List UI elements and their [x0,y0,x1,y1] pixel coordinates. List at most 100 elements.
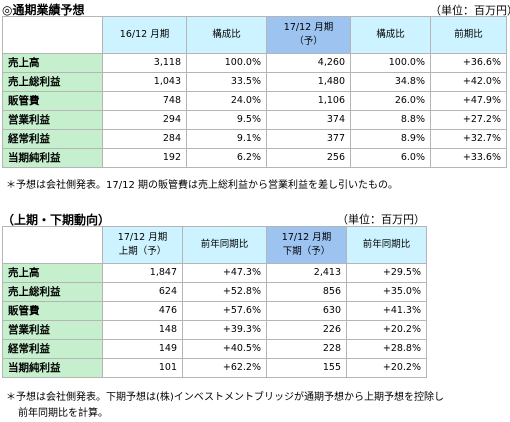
cell-value: 26.0% [350,91,431,111]
table-row: 売上総利益 1,043 33.5% 1,480 34.8% +42.0% [2,72,507,92]
table-row: 当期純利益 192 6.2% 256 6.0% +33.6% [2,148,507,168]
header-second-half-label: 下期（予） [282,246,331,257]
cell-value: +40.5% [182,339,267,359]
cell-value: 34.8% [350,72,431,92]
row-label: 売上高 [2,263,103,283]
cell-value: +52.8% [182,282,267,302]
header-corner [2,226,103,264]
cell-value: 100.0% [186,53,267,73]
cell-value: 630 [266,301,347,321]
row-label: 販管費 [2,301,103,321]
half-year-table: 17/12 月期 上期（予） 前年同期比 17/12 月期 下期（予） 前年同期… [2,226,427,378]
cell-value: 100.0% [350,53,431,73]
cell-value: +41.3% [346,301,427,321]
cell-value: 9.5% [186,110,267,130]
header-yoy-1: 前年同期比 [182,226,267,264]
table-row: 売上総利益 624 +52.8% 856 +35.0% [2,282,427,302]
header-16-12: 16/12 月期 [102,16,187,54]
row-label: 売上総利益 [2,72,103,92]
cell-value: 226 [266,320,347,340]
cell-value: +20.2% [346,320,427,340]
table-row: 営業利益 294 9.5% 374 8.8% +27.2% [2,110,507,130]
header-ratio-2: 構成比 [350,16,431,54]
table-row: 販管費 476 +57.6% 630 +41.3% [2,301,427,321]
header-17-12-label: 17/12 月期 [283,22,334,33]
row-label: 当期純利益 [2,148,103,168]
cell-value: 284 [102,129,187,149]
cell-value: 1,847 [102,263,183,283]
cell-value: 33.5% [186,72,267,92]
row-label: 売上高 [2,53,103,73]
section2-title: （上期・下期動向） [2,213,111,227]
section1-unit: （単位：百万円） [430,4,510,17]
table-row: 販管費 748 24.0% 1,106 26.0% +47.9% [2,91,507,111]
table-row: 経常利益 284 9.1% 377 8.9% +32.7% [2,129,507,149]
header-corner [2,16,103,54]
cell-value: 228 [266,339,347,359]
cell-value: 476 [102,301,183,321]
cell-value: 1,480 [266,72,351,92]
header-forecast-label: （予） [294,36,323,47]
header-17-12-forecast: 17/12 月期 （予） [266,16,351,54]
cell-value: +47.3% [182,263,267,283]
table-row: 当期純利益 101 +62.2% 155 +20.2% [2,358,427,378]
cell-value: +57.6% [182,301,267,321]
cell-value: +36.6% [430,53,507,73]
row-label: 営業利益 [2,110,103,130]
cell-value: 101 [102,358,183,378]
row-label: 当期純利益 [2,358,103,378]
cell-value: 6.0% [350,148,431,168]
cell-value: 2,413 [266,263,347,283]
row-label: 売上総利益 [2,282,103,302]
cell-value: +32.7% [430,129,507,149]
cell-value: 1,106 [266,91,351,111]
full-year-forecast-table: 16/12 月期 構成比 17/12 月期 （予） 構成比 前期比 売上高 3,… [2,16,507,168]
cell-value: +28.8% [346,339,427,359]
cell-value: +39.3% [182,320,267,340]
table-row: 営業利益 148 +39.3% 226 +20.2% [2,320,427,340]
cell-value: 624 [102,282,183,302]
header-first-half-label: 上期（予） [118,246,167,257]
header-yoy: 前期比 [430,16,507,54]
cell-value: 6.2% [186,148,267,168]
cell-value: 192 [102,148,187,168]
header-second-half-period: 17/12 月期 [281,232,332,243]
section1-note: ＊予想は会社側発表。17/12 期の販管費は売上総利益から営業利益を差し引いたも… [6,180,398,191]
section2-unit: （単位：百万円） [337,213,425,226]
cell-value: 149 [102,339,183,359]
cell-value: 9.1% [186,129,267,149]
row-label: 販管費 [2,91,103,111]
header-yoy-2: 前年同期比 [346,226,427,264]
cell-value: 3,118 [102,53,187,73]
section2-note-line2: 前年同期比を計算。 [18,408,108,419]
cell-value: +29.5% [346,263,427,283]
table-row: 経常利益 149 +40.5% 228 +28.8% [2,339,427,359]
header-row: 17/12 月期 上期（予） 前年同期比 17/12 月期 下期（予） 前年同期… [2,226,427,264]
cell-value: 374 [266,110,351,130]
header-first-half: 17/12 月期 上期（予） [102,226,183,264]
cell-value: 377 [266,129,351,149]
cell-value: 856 [266,282,347,302]
cell-value: +42.0% [430,72,507,92]
cell-value: +35.0% [346,282,427,302]
table-row: 売上高 1,847 +47.3% 2,413 +29.5% [2,263,427,283]
row-label: 経常利益 [2,129,103,149]
cell-value: +20.2% [346,358,427,378]
cell-value: 1,043 [102,72,187,92]
row-label: 経常利益 [2,339,103,359]
cell-value: 8.8% [350,110,431,130]
cell-value: +47.9% [430,91,507,111]
cell-value: 24.0% [186,91,267,111]
table-row: 売上高 3,118 100.0% 4,260 100.0% +36.6% [2,53,507,73]
section2-note-line1: ＊予想は会社側発表。下期予想は(株)インベストメントブリッジが通期予想から上期予… [6,392,445,403]
cell-value: 148 [102,320,183,340]
cell-value: +33.6% [430,148,507,168]
cell-value: 256 [266,148,351,168]
cell-value: 294 [102,110,187,130]
cell-value: 4,260 [266,53,351,73]
header-first-half-period: 17/12 月期 [117,232,168,243]
cell-value: 8.9% [350,129,431,149]
cell-value: 155 [266,358,347,378]
header-row: 16/12 月期 構成比 17/12 月期 （予） 構成比 前期比 [2,16,507,54]
row-label: 営業利益 [2,320,103,340]
